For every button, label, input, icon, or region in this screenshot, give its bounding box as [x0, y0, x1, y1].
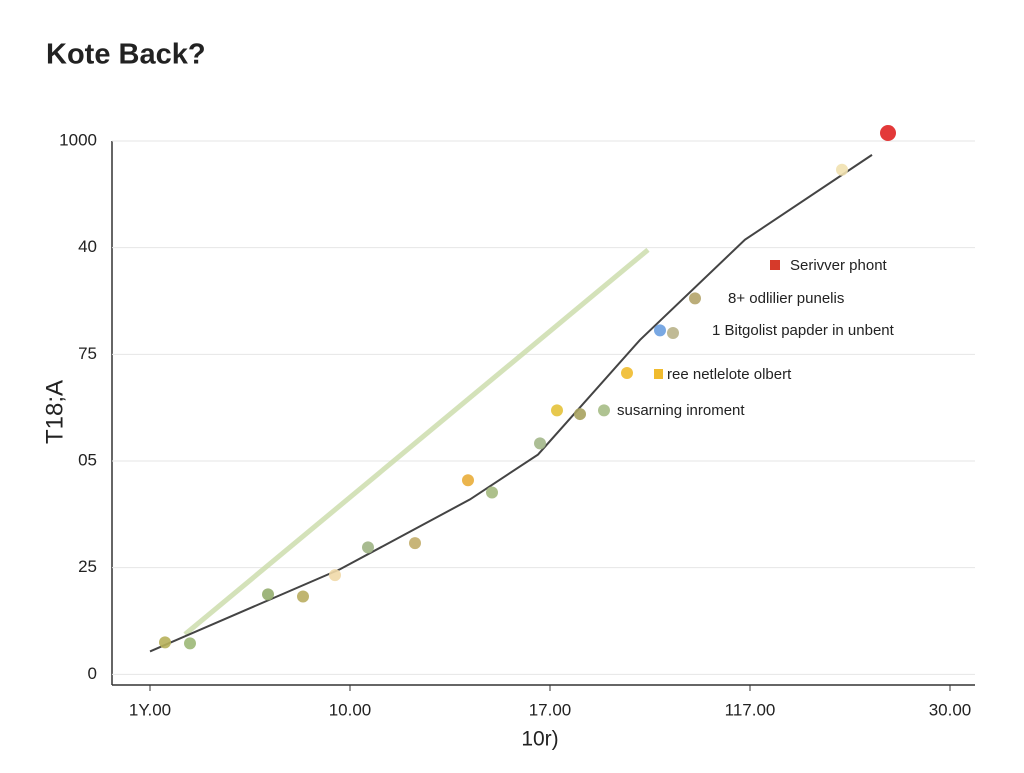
y-tick-label: 0	[88, 664, 97, 683]
annotation: ree netlelote olbert	[667, 366, 792, 383]
point	[462, 474, 474, 487]
y-tick-label: 40	[78, 237, 97, 256]
point	[689, 292, 701, 305]
point	[574, 408, 586, 421]
annotation: susarning inroment	[617, 402, 745, 419]
x-tick-label: 17.00	[529, 700, 572, 719]
annotation-marker	[770, 260, 780, 270]
point	[262, 588, 274, 601]
x-tick-label: 30.00	[929, 700, 972, 719]
point	[159, 636, 171, 649]
point	[534, 437, 546, 450]
x-axis-label: 10r)	[521, 728, 558, 751]
point	[297, 590, 309, 603]
point	[486, 486, 498, 499]
y-axis-label: T18;A	[41, 380, 68, 444]
x-tick-label: 10.00	[329, 700, 372, 719]
point	[409, 537, 421, 550]
point	[329, 569, 341, 582]
y-tick-label: 1000	[59, 130, 97, 149]
point	[667, 327, 679, 339]
annotation: Serivver phont	[790, 257, 888, 274]
annotation: 8+ odlilier punelis	[728, 290, 844, 307]
x-tick-label: 1Y.00	[129, 700, 171, 719]
point	[621, 367, 633, 379]
x-tick-label: 117.00	[725, 700, 776, 719]
point	[598, 404, 610, 417]
point	[880, 125, 896, 141]
chart-title: Kote Back?	[46, 39, 206, 71]
point	[654, 324, 666, 337]
point	[836, 163, 848, 176]
band-line	[183, 247, 650, 637]
annotation-marker	[654, 369, 663, 379]
y-tick-label: 25	[78, 557, 97, 576]
y-tick-label: 75	[78, 344, 97, 363]
trend-line	[149, 154, 873, 653]
annotation: 1 Bitgolist papder in unbent	[712, 322, 895, 339]
point	[362, 541, 374, 554]
point	[184, 637, 196, 650]
y-tick-label: 05	[78, 450, 97, 469]
point	[551, 404, 563, 417]
